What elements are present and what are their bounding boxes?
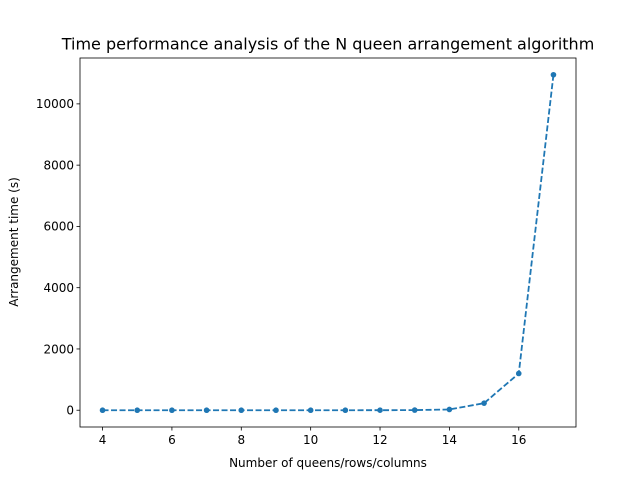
x-tick-label-8: 8	[237, 433, 245, 447]
chart-title: Time performance analysis of the N queen…	[61, 35, 595, 54]
x-tick-label-10: 10	[303, 433, 318, 447]
data-point-16	[515, 370, 522, 377]
data-point-15	[481, 400, 487, 406]
data-point-9	[273, 407, 279, 414]
data-point-8	[238, 407, 245, 414]
x-tick-label-4: 4	[99, 433, 107, 447]
y-tick-label-4000: 4000	[43, 281, 74, 295]
x-axis-label: Number of queens/rows/columns	[229, 456, 427, 470]
y-tick-label-6000: 6000	[43, 220, 74, 234]
data-point-13	[411, 407, 418, 413]
x-tick-label-12: 12	[372, 433, 387, 447]
data-point-10	[307, 407, 314, 414]
series-line-0	[102, 74, 555, 412]
x-tick-label-14: 14	[442, 433, 457, 447]
y-tick-label-8000: 8000	[43, 158, 74, 172]
axes-frame	[79, 57, 577, 428]
data-point-14	[446, 406, 453, 413]
data-point-17	[550, 71, 557, 78]
y-tick-label-0: 0	[66, 404, 74, 418]
y-tick-label-10000: 10000	[36, 97, 74, 111]
y-axis-label: Arrangement time (s)	[7, 177, 21, 307]
data-point-11	[342, 407, 349, 414]
data-point-4	[99, 407, 106, 414]
data-point-12	[377, 407, 383, 413]
data-point-6	[169, 407, 175, 414]
plot-area: 4 6 8 10 12 14 16 0 2000 4000 6000 8000 10000	[36, 57, 577, 447]
y-tick-label-2000: 2000	[43, 342, 74, 356]
x-tick-label-6: 6	[168, 433, 176, 447]
data-point-5	[134, 407, 141, 414]
x-tick-label-16: 16	[511, 433, 526, 447]
data-point-7	[203, 407, 210, 414]
